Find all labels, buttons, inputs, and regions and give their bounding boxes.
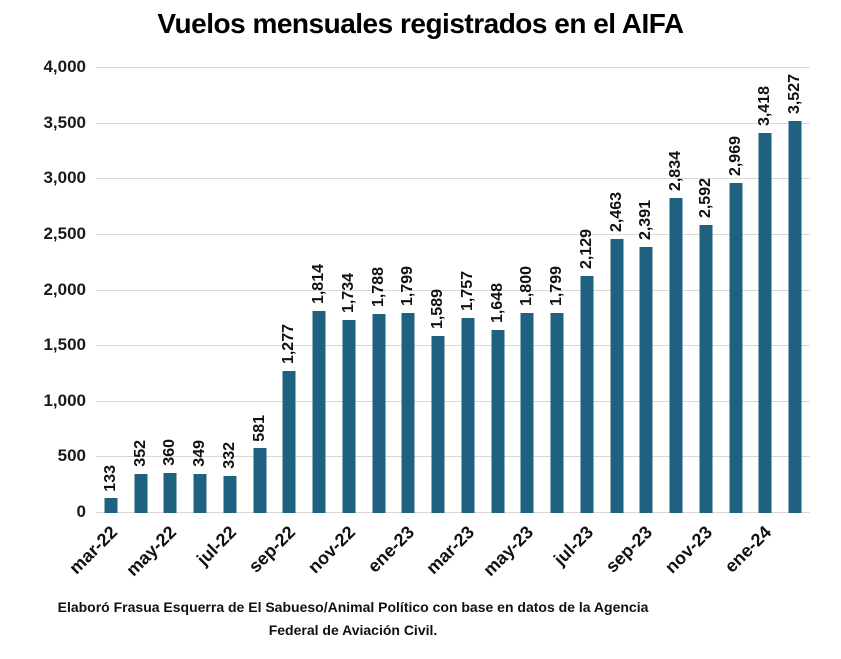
bar-value-label: 2,463 xyxy=(607,191,625,232)
bar-slot: 2,834 xyxy=(661,68,691,513)
bar xyxy=(163,472,177,513)
bar xyxy=(253,448,267,513)
bar-value-label: 2,969 xyxy=(726,135,744,176)
bar xyxy=(580,276,594,513)
bar xyxy=(491,329,505,513)
bar-value-label: 1,788 xyxy=(369,267,387,308)
y-tick-label: 4,000 xyxy=(43,57,86,76)
chart-title: Vuelos mensuales registrados en el AIFA xyxy=(157,8,684,39)
source-note-line1: Elaboró Frasua Esquerra de El Sabueso/An… xyxy=(57,599,649,615)
bar-value-label: 1,799 xyxy=(399,265,417,306)
bar xyxy=(342,320,356,513)
gridline xyxy=(96,178,810,180)
bar xyxy=(520,312,534,513)
bar xyxy=(312,311,326,513)
y-tick-label: 2,500 xyxy=(43,223,86,243)
bar-value-label: 1,277 xyxy=(280,323,298,364)
bar xyxy=(729,182,743,513)
bar-value-label: 3,418 xyxy=(756,85,774,126)
bar-value-label: 332 xyxy=(220,442,238,470)
bar-slot: 3,418 xyxy=(751,68,781,513)
bar-slot: 2,129 xyxy=(572,68,602,513)
bar-value-label: 360 xyxy=(161,439,179,466)
bar xyxy=(401,312,415,513)
bar-value-label: 3,527 xyxy=(786,73,804,114)
bar-slot: 1,799 xyxy=(394,68,424,513)
bar-value-label: 581 xyxy=(250,414,268,442)
bar-value-label: 1,648 xyxy=(488,282,506,323)
bar-slot: 1,277 xyxy=(275,68,305,513)
bar-slot: 352 xyxy=(126,68,156,513)
bar-value-label: 1,734 xyxy=(339,273,357,314)
plot-area: 133 mar-22 352 360 may-22 349 332 jul-22 581 1,27… xyxy=(65,67,810,580)
bar-value-label: 1,589 xyxy=(429,289,447,330)
bar-slot: 2,969 xyxy=(721,68,751,513)
bar-slot: 1,734 xyxy=(334,68,364,513)
y-tick-label: 2,000 xyxy=(43,279,86,299)
bar xyxy=(610,239,624,513)
bar-slot: 360 xyxy=(156,68,186,513)
bar-value-label: 2,834 xyxy=(667,150,685,191)
bar-value-label: 1,799 xyxy=(548,265,566,306)
bar xyxy=(669,197,683,513)
bar xyxy=(758,132,772,513)
source-note: Elaboró Frasua Esquerra de El Sabueso/An… xyxy=(0,596,706,642)
bar-slot: 3,527 xyxy=(780,68,810,513)
bar xyxy=(193,474,207,513)
bar-slot: 133 xyxy=(96,68,126,513)
bar-slot: 581 xyxy=(245,68,275,513)
bar-slot: 1,648 xyxy=(483,68,513,513)
y-tick-label: 1,500 xyxy=(43,335,86,355)
bar-value-label: 349 xyxy=(191,440,209,468)
bar-slot: 1,757 xyxy=(453,68,483,513)
y-tick-label: 1,000 xyxy=(43,390,86,410)
y-axis-labels: 0 500 1,000 1,500 2,000 2,500 3,000 3,500 4,000 xyxy=(0,57,86,521)
bar-value-label: 2,129 xyxy=(577,229,595,270)
bar xyxy=(134,473,148,513)
bar-value-label: 1,800 xyxy=(518,265,536,306)
y-tick-label: 500 xyxy=(57,446,86,466)
gridline xyxy=(96,400,810,402)
y-tick-label: 0 xyxy=(76,502,86,521)
bar xyxy=(223,476,237,513)
bar-slot: 1,814 xyxy=(304,68,334,513)
bar-value-label: 352 xyxy=(131,440,149,467)
gridline xyxy=(96,512,810,513)
bar-slot: 332 xyxy=(215,68,245,513)
gridline xyxy=(96,345,810,347)
bar-value-label: 1,757 xyxy=(458,270,476,311)
gridline xyxy=(96,233,810,235)
bar-slot: 1,800 xyxy=(513,68,543,513)
bar-slot: 1,799 xyxy=(542,68,572,513)
bar xyxy=(550,312,564,513)
bar xyxy=(639,247,653,513)
bar xyxy=(282,370,296,513)
bar-value-label: 2,391 xyxy=(637,199,655,241)
y-tick-label: 3,500 xyxy=(43,112,86,132)
bar-value-label: 2,592 xyxy=(696,177,714,218)
gridline xyxy=(96,456,810,458)
bar-slot: 2,592 xyxy=(691,68,721,513)
y-tick-label: 3,000 xyxy=(43,168,86,188)
bar xyxy=(788,120,802,513)
bar xyxy=(461,317,475,513)
bar xyxy=(431,336,445,513)
bar-slot: 1,788 xyxy=(364,68,394,513)
bar xyxy=(699,224,713,513)
gridline xyxy=(96,122,810,124)
gridline xyxy=(96,67,810,68)
gridline xyxy=(96,289,810,291)
bar xyxy=(372,314,386,513)
source-note-line2: Federal de Aviación Civil. xyxy=(268,622,438,639)
bar-value-label: 1,814 xyxy=(310,264,328,305)
bar-slot: 2,463 xyxy=(602,68,632,513)
bar xyxy=(104,498,118,513)
bar-slot: 349 xyxy=(185,68,215,513)
bar-slot: 2,391 xyxy=(632,68,662,513)
bar-slot: 1,589 xyxy=(423,68,453,513)
bar-value-label: 133 xyxy=(101,464,119,492)
